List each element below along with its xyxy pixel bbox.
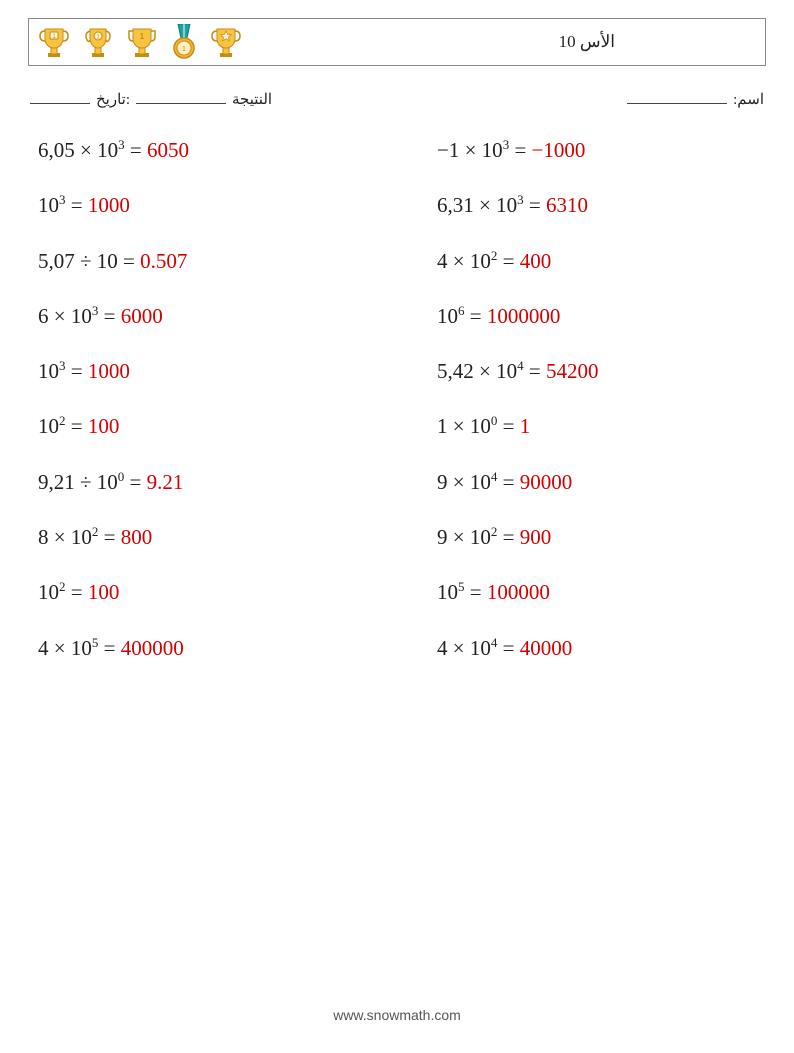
problem: 6 × 103 = 6000 [38,303,357,330]
worksheet-header: 1 1 1 [28,18,766,66]
result-blank [136,90,226,104]
svg-text:1: 1 [140,32,145,41]
problem: 4 × 104 = 40000 [437,635,756,662]
trophy-icon: 1 [83,25,113,59]
date-blank [30,90,90,104]
problem: 6,31 × 103 = 6310 [437,192,756,219]
info-line: اسم: النتيجة :تاريخ [28,90,766,109]
worksheet-title: الأس 10 [559,32,615,52]
problem: 9 × 104 = 90000 [437,469,756,496]
problem: −1 × 103 = −1000 [437,137,756,164]
trophy-icon [211,25,241,59]
name-label: اسم: [733,90,764,109]
name-field: اسم: [627,90,764,109]
trophy-icon: 1 [127,25,157,59]
problem: 4 × 105 = 400000 [38,635,357,662]
problem: 103 = 1000 [38,358,357,385]
trophy-row: 1 1 1 [39,24,241,60]
problem: 1 × 100 = 1 [437,413,756,440]
result-label: النتيجة [232,90,272,109]
problem: 103 = 1000 [38,192,357,219]
problem: 106 = 1000000 [437,303,756,330]
problem: 6,05 × 103 = 6050 [38,137,357,164]
problems-grid: 6,05 × 103 = 6050 −1 × 103 = −1000 103 = 1… [28,137,766,662]
medal-icon: 1 [171,24,197,60]
date-label: :تاريخ [96,90,130,109]
problem: 5,07 ÷ 10 = 0.507 [38,248,357,275]
problem: 4 × 102 = 400 [437,248,756,275]
problem: 9 × 102 = 900 [437,524,756,551]
problem: 102 = 100 [38,413,357,440]
problem: 105 = 100000 [437,579,756,606]
problem: 8 × 102 = 800 [38,524,357,551]
footer-url: www.snowmath.com [0,1007,794,1023]
trophy-icon: 1 [39,25,69,59]
problem: 5,42 × 104 = 54200 [437,358,756,385]
svg-text:1: 1 [182,46,186,53]
problem: 9,21 ÷ 100 = 9.21 [38,469,357,496]
name-blank [627,90,727,104]
problem: 102 = 100 [38,579,357,606]
